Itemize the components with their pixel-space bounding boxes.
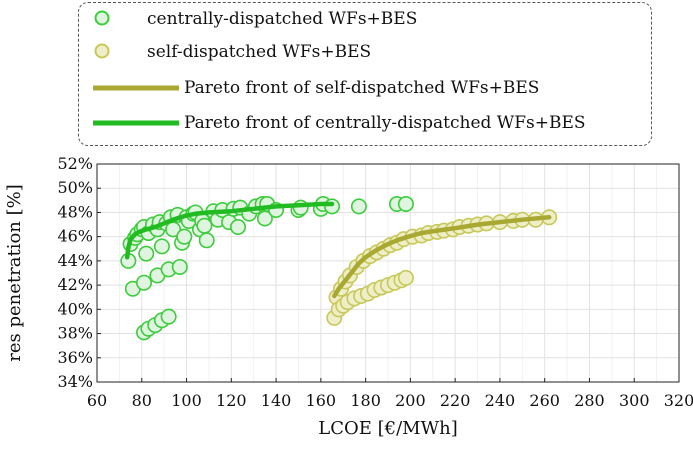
legend-marker-central-icon (94, 10, 110, 26)
central-point (160, 308, 177, 325)
series-self (326, 209, 558, 326)
pareto-front-central-line (124, 201, 335, 260)
y-tick-label: 50% (57, 178, 93, 197)
x-tick-label: 80 (132, 391, 152, 410)
x-tick-label: 200 (395, 391, 426, 410)
central-point (196, 217, 213, 234)
x-axis-label: LCOE [€/MWh] (318, 418, 457, 439)
x-tick-label: 140 (261, 391, 292, 410)
x-tick-label: 320 (664, 391, 693, 410)
x-tick-label: 120 (216, 391, 247, 410)
x-tick-label: 60 (87, 391, 107, 410)
series-central (120, 195, 414, 341)
legend-label-self: self-dispatched WFs+BES (147, 42, 372, 62)
y-tick-label: 44% (57, 251, 93, 270)
central-point (153, 238, 170, 255)
axis-ticks: 60 80 100 120 140 160 180 200 220 240 260 280 300 320… (57, 154, 693, 410)
x-tick-label: 260 (529, 391, 560, 410)
y-tick-label: 36% (57, 348, 93, 367)
central-point (350, 198, 367, 215)
y-tick-label: 42% (57, 275, 93, 294)
x-tick-label: 160 (306, 391, 337, 410)
legend-entry-central-markers: centrally-dispatched WFs+BES (91, 5, 417, 33)
y-tick-label: 38% (57, 324, 93, 343)
central-point (136, 274, 153, 291)
legend-label-self-front: Pareto front of self-dispatched WFs+BES (184, 78, 540, 98)
central-point (230, 218, 247, 235)
y-axis-label: res penetration [%] (4, 184, 25, 362)
legend-label-central-front: Pareto front of centrally-dispatched WFs… (184, 113, 586, 133)
y-tick-label: 52% (57, 154, 93, 173)
y-tick-label: 46% (57, 227, 93, 246)
central-point (198, 232, 215, 249)
central-point (165, 221, 182, 238)
legend-entry-self-markers: self-dispatched WFs+BES (91, 38, 371, 66)
plot-frame (96, 163, 680, 383)
x-tick-label: 180 (350, 391, 381, 410)
x-tick-label: 100 (171, 391, 202, 410)
central-point (176, 228, 193, 245)
central-point (138, 245, 155, 262)
central-point (397, 195, 414, 212)
x-tick-label: 280 (574, 391, 605, 410)
x-tick-label: 220 (440, 391, 471, 410)
pareto-front-self-line (332, 215, 552, 299)
central-point (171, 258, 188, 275)
y-tick-label: 48% (57, 202, 93, 221)
legend-entry-self-front: Pareto front of self-dispatched WFs+BES (91, 74, 539, 102)
self-point (397, 269, 414, 286)
y-tick-label: 40% (57, 299, 93, 318)
data-series (120, 195, 558, 341)
central-point (324, 198, 341, 215)
legend-line-self-icon (93, 85, 179, 91)
legend-line-central-icon (93, 120, 179, 126)
legend-entry-central-front: Pareto front of centrally-dispatched WFs… (91, 109, 586, 137)
x-tick-label: 300 (619, 391, 650, 410)
legend-label-central: centrally-dispatched WFs+BES (147, 9, 418, 29)
legend: centrally-dispatched WFs+BES self-dispat… (78, 2, 652, 146)
legend-marker-self-icon (94, 43, 110, 59)
x-tick-label: 240 (485, 391, 516, 410)
y-tick-label: 34% (57, 372, 93, 391)
